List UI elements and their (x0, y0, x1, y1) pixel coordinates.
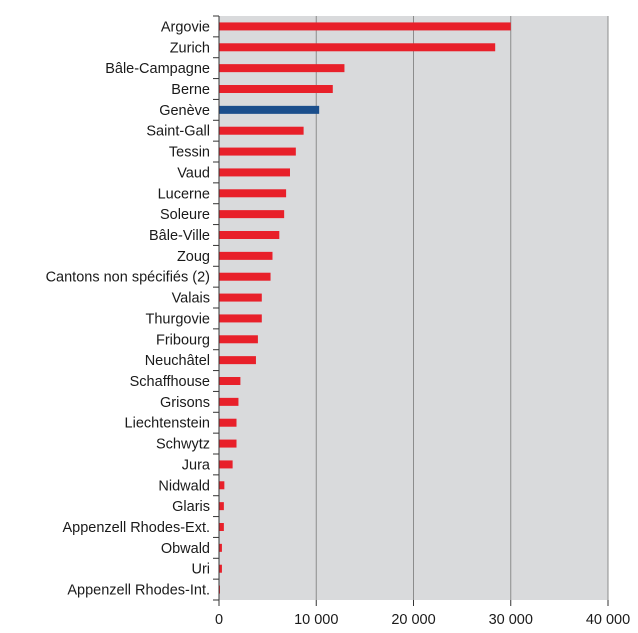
category-label: Zurich (170, 40, 210, 56)
category-label: Fribourg (156, 332, 210, 348)
bar-6 (219, 147, 296, 156)
category-label: Bâle-Campagne (105, 61, 210, 77)
category-label: Berne (171, 82, 210, 98)
category-label: Lucerne (158, 186, 210, 202)
bar-24 (219, 523, 224, 531)
category-label: Valais (172, 291, 210, 307)
x-tick-label: 10 000 (294, 612, 338, 628)
bar-10 (219, 231, 280, 239)
bar-20 (219, 439, 237, 448)
x-tick-label: 20 000 (391, 612, 435, 628)
category-label: Appenzell Rhodes-Ext. (63, 520, 211, 536)
bar-25 (219, 543, 222, 552)
category-label: Uri (191, 562, 210, 578)
category-label: Soleure (160, 207, 210, 223)
category-label: Neuchâtel (145, 353, 210, 369)
bar-15 (219, 335, 258, 344)
bar-8 (219, 189, 287, 198)
category-label: Schaffhouse (130, 374, 210, 390)
bar-22 (219, 481, 225, 490)
category-label: Saint-Gall (146, 124, 210, 140)
bar-14 (219, 314, 262, 323)
x-tick-label: 40 000 (586, 612, 630, 628)
bar-26 (219, 564, 222, 573)
bar-17 (219, 377, 241, 385)
bar-21 (219, 460, 233, 469)
x-tick-label: 30 000 (489, 612, 533, 628)
category-label: Obwald (161, 541, 210, 557)
x-tick-label: 0 (215, 612, 223, 628)
bar-1 (219, 43, 496, 52)
bar-11 (219, 251, 273, 260)
bar-5 (219, 126, 304, 135)
category-label: Nidwald (158, 478, 210, 494)
bar-2 (219, 64, 345, 73)
bar-18 (219, 397, 239, 406)
bar-19 (219, 418, 237, 427)
category-label: Appenzell Rhodes-Int. (67, 583, 210, 599)
bar-13 (219, 293, 262, 302)
category-label: Bâle-Ville (149, 228, 210, 244)
category-label: Jura (182, 457, 211, 473)
category-label: Argovie (161, 19, 210, 35)
bar-16 (219, 356, 256, 365)
category-label: Liechtenstein (125, 416, 210, 432)
bar-7 (219, 168, 290, 177)
bar-23 (219, 502, 224, 511)
category-label: Vaud (177, 165, 210, 181)
bar-0 (219, 22, 511, 31)
x-tick-labels: 0 10 000 20 000 30 000 40 000 (215, 612, 630, 628)
category-labels: Argovie Zurich Bâle-Campagne Berne Genève Sai… (46, 19, 211, 598)
category-label: Thurgovie (146, 311, 210, 327)
category-label: Glaris (172, 499, 210, 515)
bar-3 (219, 85, 333, 93)
category-label: Genève (159, 103, 210, 119)
bar-9 (219, 210, 285, 219)
category-label: Schwytz (156, 437, 210, 453)
bars (219, 22, 511, 594)
category-label: Tessin (169, 145, 210, 161)
bar-12 (219, 272, 271, 281)
category-label: Zoug (177, 249, 210, 265)
category-label: Grisons (160, 395, 210, 411)
axes (213, 15, 609, 606)
bar-4 (219, 105, 320, 114)
category-label: Cantons non spécifiés (2) (46, 270, 210, 286)
